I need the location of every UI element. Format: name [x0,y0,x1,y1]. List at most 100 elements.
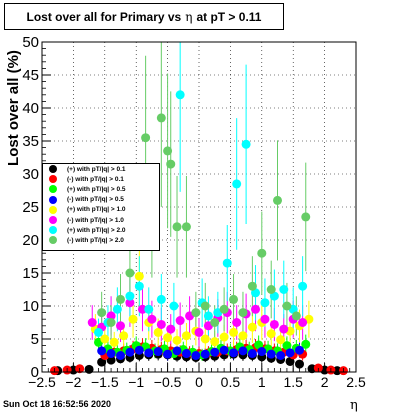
data-point [194,327,204,337]
data-point [137,304,147,314]
data-point [203,311,213,321]
x-tick-label: 0.5 [221,374,241,390]
data-point [116,351,125,360]
x-tick-label: −1 [128,374,144,390]
legend-entry: (-) with pT/|q| > 2.0 [43,235,159,245]
data-point [232,318,242,327]
y-tick-label: 5 [31,331,39,348]
legend-marker [49,226,57,235]
data-point [200,334,210,344]
data-point [285,348,295,358]
data-point [163,333,173,343]
data-point [247,322,257,332]
data-point [238,331,248,341]
legend-entry: (+) with pT/|q| > 1.0 [43,205,159,215]
data-point [238,346,248,356]
data-point [97,346,107,356]
data-point [172,222,182,232]
data-point [169,301,179,311]
title-prefix: Lost over all for Primary vs [26,9,182,24]
data-point [251,304,261,314]
data-point [128,314,138,324]
data-point [260,298,270,308]
data-point [298,281,308,291]
data-point [144,304,154,314]
title-eta: η [185,9,193,24]
data-point [94,327,104,337]
data-point [175,316,185,326]
data-point [241,139,251,149]
legend-label: (-) with pT/|q| > 2.0 [67,236,124,244]
data-point [229,327,239,337]
data-point [276,335,286,345]
x-tick-label: 0 [195,374,203,390]
y-tick-label: 35 [22,133,39,150]
title-suffix: at pT > 0.11 [196,9,262,24]
data-point [106,318,116,327]
y-tick-label: 30 [22,166,39,183]
y-tick-label: 15 [22,265,39,282]
data-point [247,349,257,359]
data-point [219,345,229,355]
x-tick-label: −2.5 [28,374,56,390]
data-point [210,318,220,327]
data-point [172,335,182,345]
data-point [125,291,135,301]
data-point [200,349,210,359]
data-point [156,113,166,123]
data-point [156,319,166,329]
data-point [291,311,301,321]
legend-label: (+) with pT/|q| > 0.1 [67,165,126,173]
data-point [106,355,116,365]
data-point [172,346,182,356]
data-point [163,146,173,156]
data-point [134,271,144,281]
data-point [301,339,311,349]
data-point [119,331,129,341]
x-tick-label: 1.5 [283,374,303,390]
legend-marker [49,185,57,194]
data-point [247,281,257,291]
axis-layer: −2.5 −2 −1.5 −1 −0.5 0 0.5 1 1.5 2 2.5 0 5 10 15 20 25 30… [22,34,366,390]
data-point [125,347,135,357]
legend-marker [49,205,57,214]
data-point [97,308,107,318]
data-point [294,345,304,355]
y-axis-title: Lost over all (%) [5,50,22,166]
data-point [238,308,248,318]
data-point [301,212,311,222]
data-point [163,349,173,359]
legend-marker [49,216,57,225]
data-point [222,258,232,268]
data-point [266,349,276,359]
data-point [266,285,276,294]
x-tick-label: −2 [65,374,81,390]
y-tick-label: 0 [31,364,39,381]
data-point [269,319,279,329]
data-point [257,347,267,357]
x-axis-title: η [350,398,358,413]
data-point [153,347,163,357]
data-point [134,345,144,355]
legend-label: (-) with pT/|q| > 1.0 [67,216,124,224]
data-point [191,308,201,318]
legend-marker [49,195,57,204]
data-point [112,304,122,314]
legend-label: (-) with pT/|q| > 0.5 [67,196,124,204]
y-tick-label: 25 [22,199,39,216]
legend-label: (+) with pT/|q| > 2.0 [67,226,126,234]
data-point [273,195,282,205]
legend-entry: (+) with pT/|q| > 0.5 [43,184,159,194]
y-tick-label: 45 [22,67,39,84]
data-point [87,318,97,327]
legend-marker [49,165,57,174]
data-point [125,298,135,308]
legend-entry: (-) with pT/|q| > 0.5 [43,195,159,205]
data-point [279,324,289,334]
data-point [229,348,239,358]
legend-label: (-) with pT/|q| > 0.1 [67,175,124,183]
x-tick-label: 2 [321,374,329,390]
data-point [282,341,292,351]
x-tick-label: −0.5 [154,374,182,390]
